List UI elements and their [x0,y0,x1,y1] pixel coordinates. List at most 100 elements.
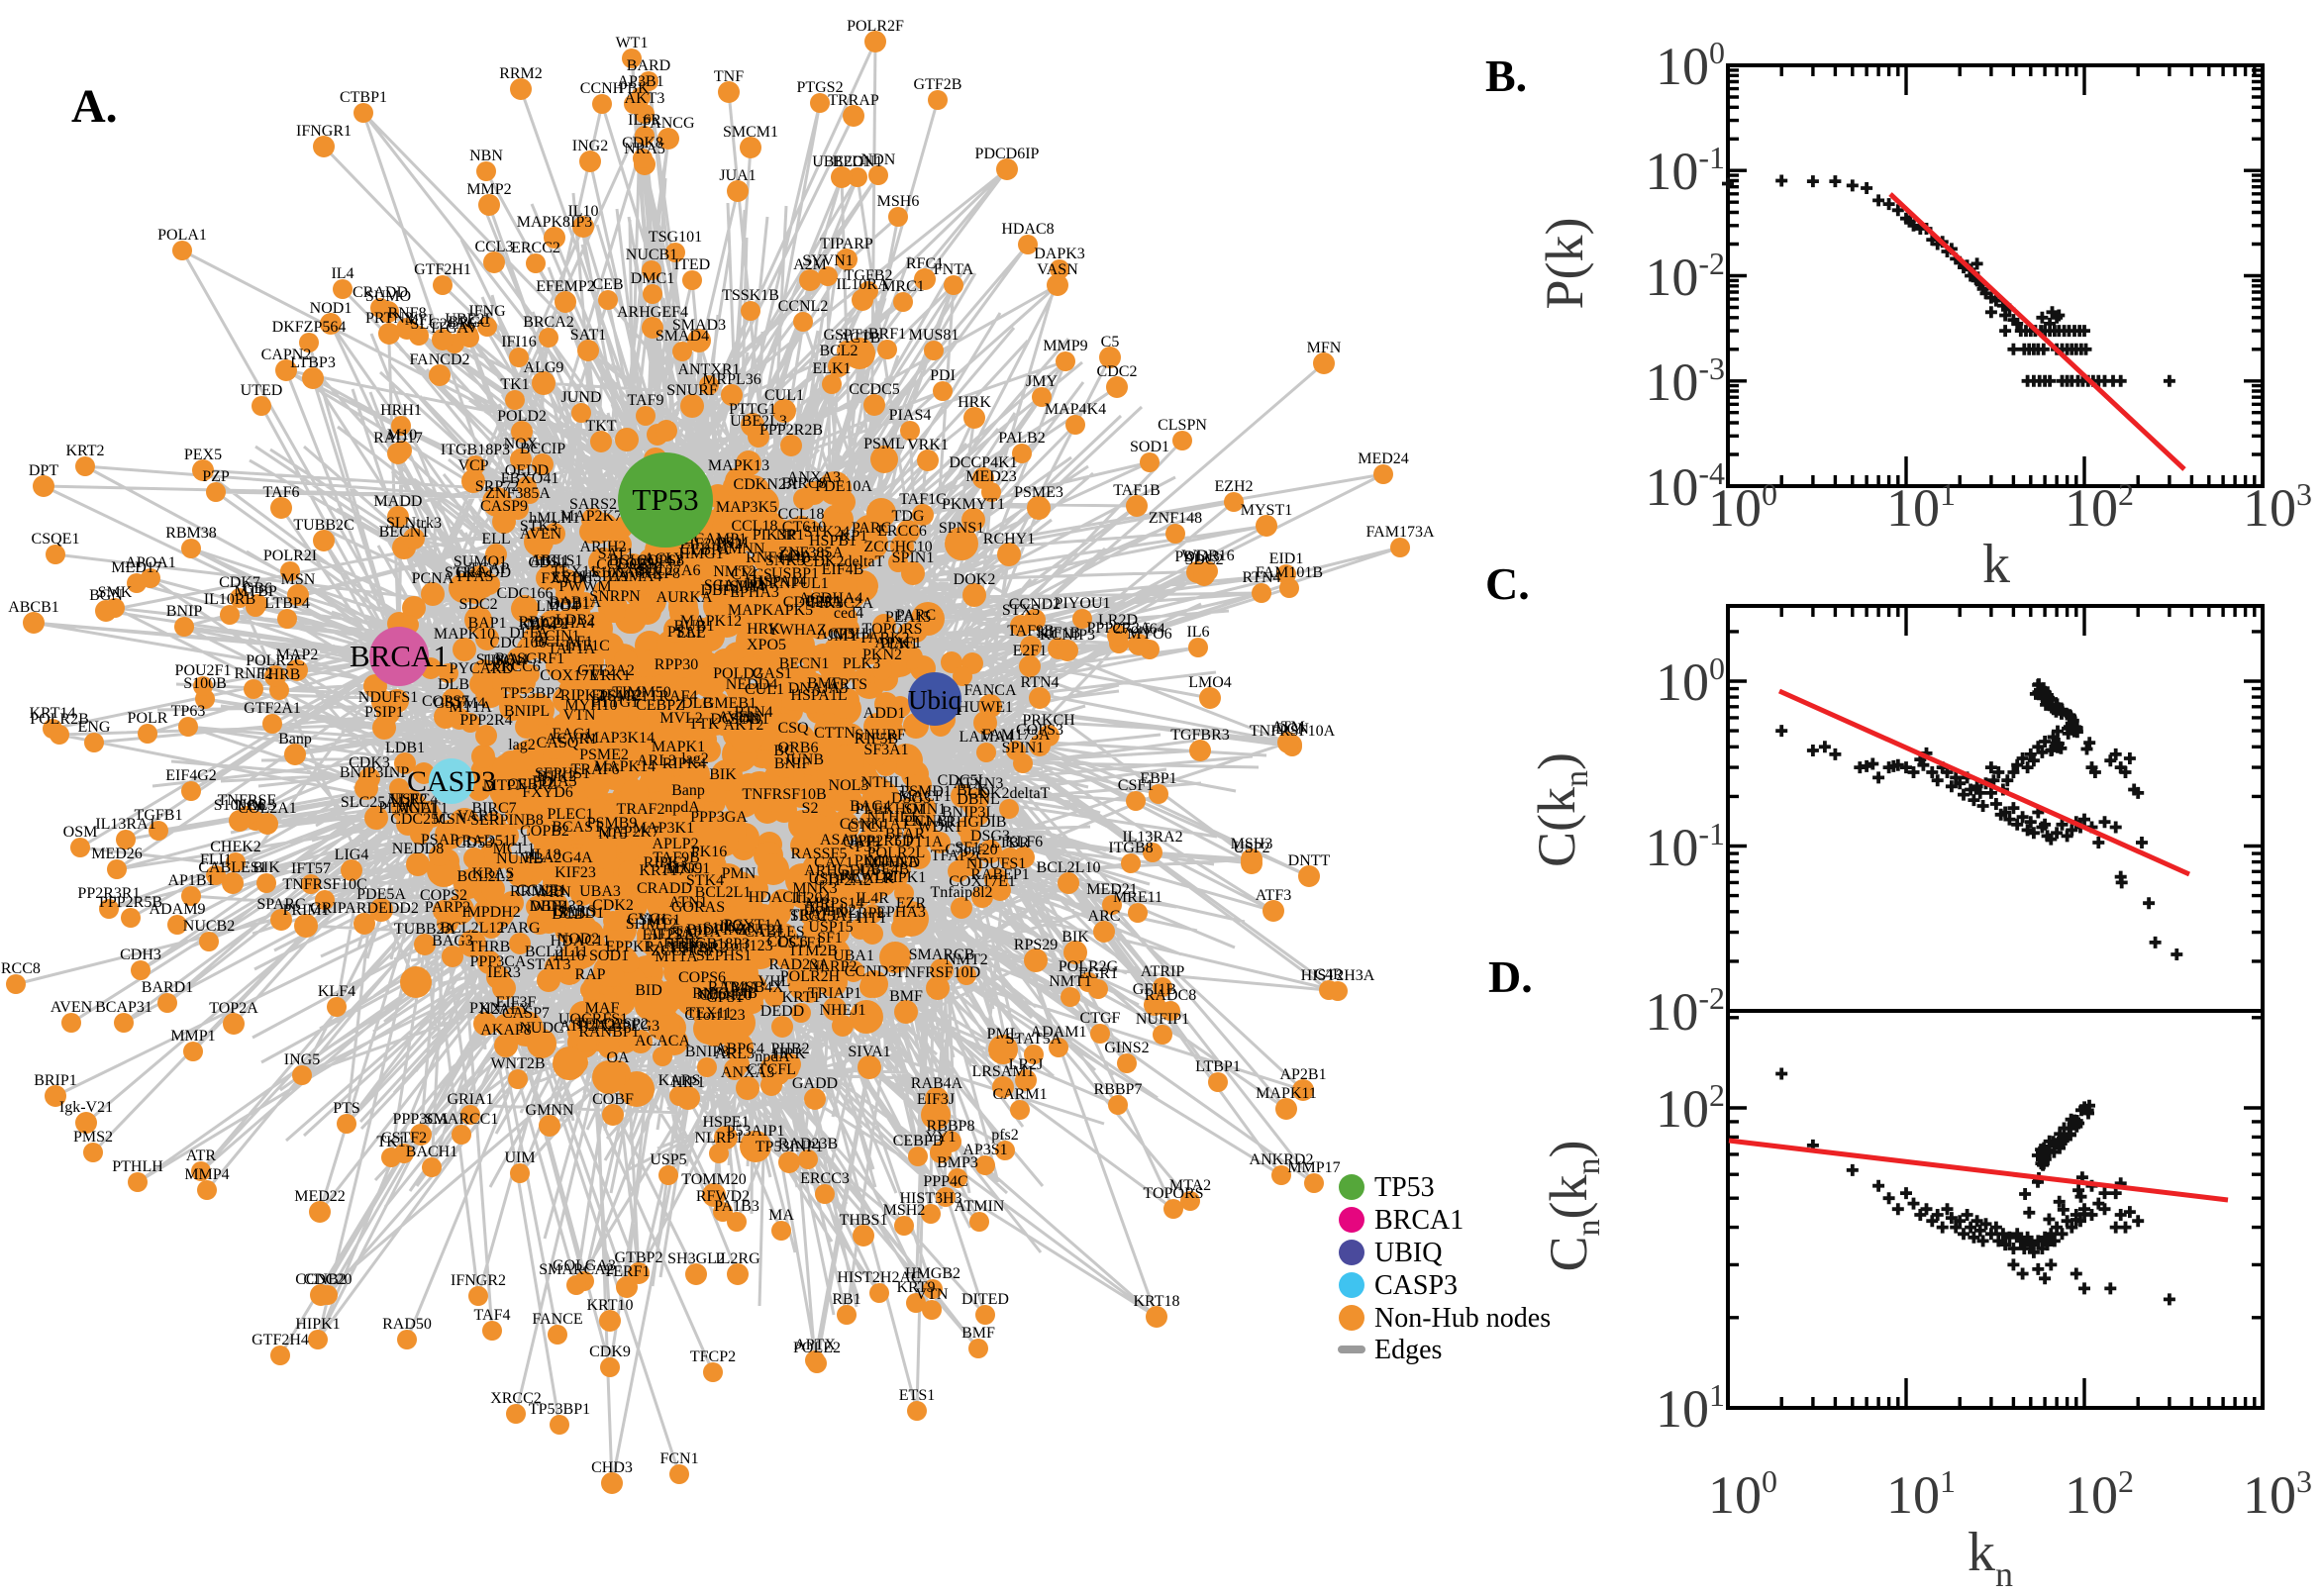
svg-text:PALB2: PALB2 [998,430,1045,447]
svg-text:RAB4A: RAB4A [911,1075,963,1092]
svg-text:OSM: OSM [63,824,98,841]
svg-text:HCLS1: HCLS1 [535,552,583,569]
svg-text:FANCD2: FANCD2 [409,351,469,368]
svg-text:ALG9: ALG9 [662,860,703,877]
svg-text:IL2RG: IL2RG [715,1250,760,1267]
svg-text:EZR: EZR [896,895,927,912]
svg-text:CDK7: CDK7 [219,574,260,591]
svg-text:TP53BP2: TP53BP2 [501,685,562,702]
svg-text:FCN1: FCN1 [659,1450,698,1467]
svg-text:MAP4K4: MAP4K4 [1045,401,1106,418]
svg-text:LTBP3: LTBP3 [290,354,336,371]
svg-text:NMT2: NMT2 [945,951,988,968]
svg-text:ATRIP: ATRIP [1141,963,1185,980]
svg-text:TAF9: TAF9 [628,392,664,409]
svg-text:ADD1: ADD1 [863,705,906,722]
svg-text:CARM1: CARM1 [992,1086,1047,1103]
svg-text:MSH6: MSH6 [877,193,920,210]
svg-text:C(kn): C(kn) [1527,752,1595,867]
svg-text:DSG3: DSG3 [891,790,931,807]
svg-text:NEDD8: NEDD8 [392,841,444,857]
svg-text:TSG101: TSG101 [649,229,702,246]
svg-text:BIK: BIK [709,766,737,783]
svg-text:GTF2A1: GTF2A1 [244,700,301,717]
svg-text:CEBPB: CEBPB [893,1133,944,1149]
svg-text:UBIQ: UBIQ [1374,1238,1442,1268]
svg-text:NLRP1: NLRP1 [695,1130,744,1147]
svg-text:SOD1: SOD1 [1130,439,1169,455]
svg-text:SAT1: SAT1 [598,546,634,562]
svg-text:BRF1: BRF1 [868,326,906,343]
svg-text:PIYOU1: PIYOU1 [1055,595,1111,612]
svg-text:ABPC4: ABPC4 [715,1041,764,1057]
svg-text:TAF4: TAF4 [474,1307,511,1324]
svg-text:HDAC11: HDAC11 [749,889,809,906]
svg-text:TERF1: TERF1 [603,1263,650,1280]
svg-text:RBBP7: RBBP7 [1094,1081,1143,1098]
svg-text:HIST2H3A: HIST2H3A [1301,967,1375,984]
svg-text:MED21: MED21 [1086,881,1138,898]
svg-text:NUCB1: NUCB1 [626,247,677,263]
svg-text:CASP3: CASP3 [407,765,496,798]
svg-text:CCNE1: CCNE1 [517,882,567,899]
svg-text:TNFRSF10B: TNFRSF10B [742,786,826,803]
svg-text:KLF4: KLF4 [318,983,355,1000]
svg-text:UBE2D1: UBE2D1 [812,153,871,170]
svg-text:IL16: IL16 [554,948,584,964]
svg-text:DEDD: DEDD [760,1003,804,1020]
svg-text:SNURF: SNURF [855,727,906,744]
svg-text:ERCC8: ERCC8 [0,960,41,977]
svg-text:ARHGDIA: ARHGDIA [804,862,877,879]
svg-text:GTF2A2: GTF2A2 [577,662,635,679]
svg-text:PARC: PARC [852,520,891,537]
svg-text:RNF8: RNF8 [387,305,426,322]
svg-text:ZNF385A: ZNF385A [778,545,844,561]
svg-text:PARP2: PARP2 [425,899,471,916]
svg-text:USP5: USP5 [650,1151,686,1168]
svg-text:HIPK1: HIPK1 [295,1316,340,1333]
svg-text:Igk-V21: Igk-V21 [59,1099,113,1116]
svg-text:DLB: DLB [681,695,713,712]
svg-text:POLR2C: POLR2C [246,652,305,669]
svg-text:PHB2: PHB2 [770,1041,809,1057]
svg-text:BCL2L1: BCL2L1 [695,884,752,901]
svg-text:HRK: HRK [958,394,991,411]
svg-text:ITGB18P3: ITGB18P3 [441,442,510,458]
svg-text:TNF: TNF [714,68,744,85]
svg-text:MMP4: MMP4 [184,1166,229,1183]
svg-text:CCNL2: CCNL2 [778,298,829,315]
svg-text:CCL3: CCL3 [474,239,513,255]
svg-text:PFAS: PFAS [456,568,493,585]
svg-text:MYST1: MYST1 [1241,502,1292,519]
svg-text:MED22: MED22 [294,1188,346,1205]
svg-text:PSIP1: PSIP1 [364,704,404,721]
svg-text:ELL: ELL [676,625,705,642]
svg-text:BECN1: BECN1 [779,655,830,672]
svg-text:SPNS1: SPNS1 [939,520,984,537]
svg-text:RAD23B: RAD23B [778,1136,838,1152]
svg-text:TIPARP: TIPARP [820,236,873,252]
svg-text:DOK2: DOK2 [954,571,996,588]
svg-text:LR2J: LR2J [1009,1056,1044,1073]
svg-text:POLR2I: POLR2I [263,548,317,564]
svg-text:CSQE1: CSQE1 [32,531,80,548]
svg-text:LTBP1: LTBP1 [1195,1058,1241,1075]
svg-text:BRCA1: BRCA1 [350,639,449,673]
svg-text:ARHGDIB: ARHGDIB [935,814,1007,831]
svg-text:HIST3H3: HIST3H3 [899,1190,961,1207]
svg-text:KIF23: KIF23 [555,864,596,881]
svg-text:TUBB2C: TUBB2C [293,517,354,534]
svg-text:SPIN1: SPIN1 [892,549,935,566]
svg-text:BRCA2: BRCA2 [523,314,574,331]
svg-text:RB1: RB1 [832,1291,860,1308]
svg-text:PDE5A: PDE5A [356,886,406,903]
svg-text:GMNN: GMNN [717,541,765,557]
svg-text:MMP2: MMP2 [466,181,511,198]
svg-text:MFN: MFN [1307,340,1342,356]
svg-text:HDAC8: HDAC8 [1001,221,1054,238]
svg-text:ANTXR1: ANTXR1 [677,361,740,378]
svg-text:AP2B1: AP2B1 [1279,1066,1326,1083]
svg-text:BCL2L10: BCL2L10 [1037,859,1101,876]
svg-text:ARL3: ARL3 [637,752,676,769]
svg-text:UTED: UTED [241,382,283,399]
